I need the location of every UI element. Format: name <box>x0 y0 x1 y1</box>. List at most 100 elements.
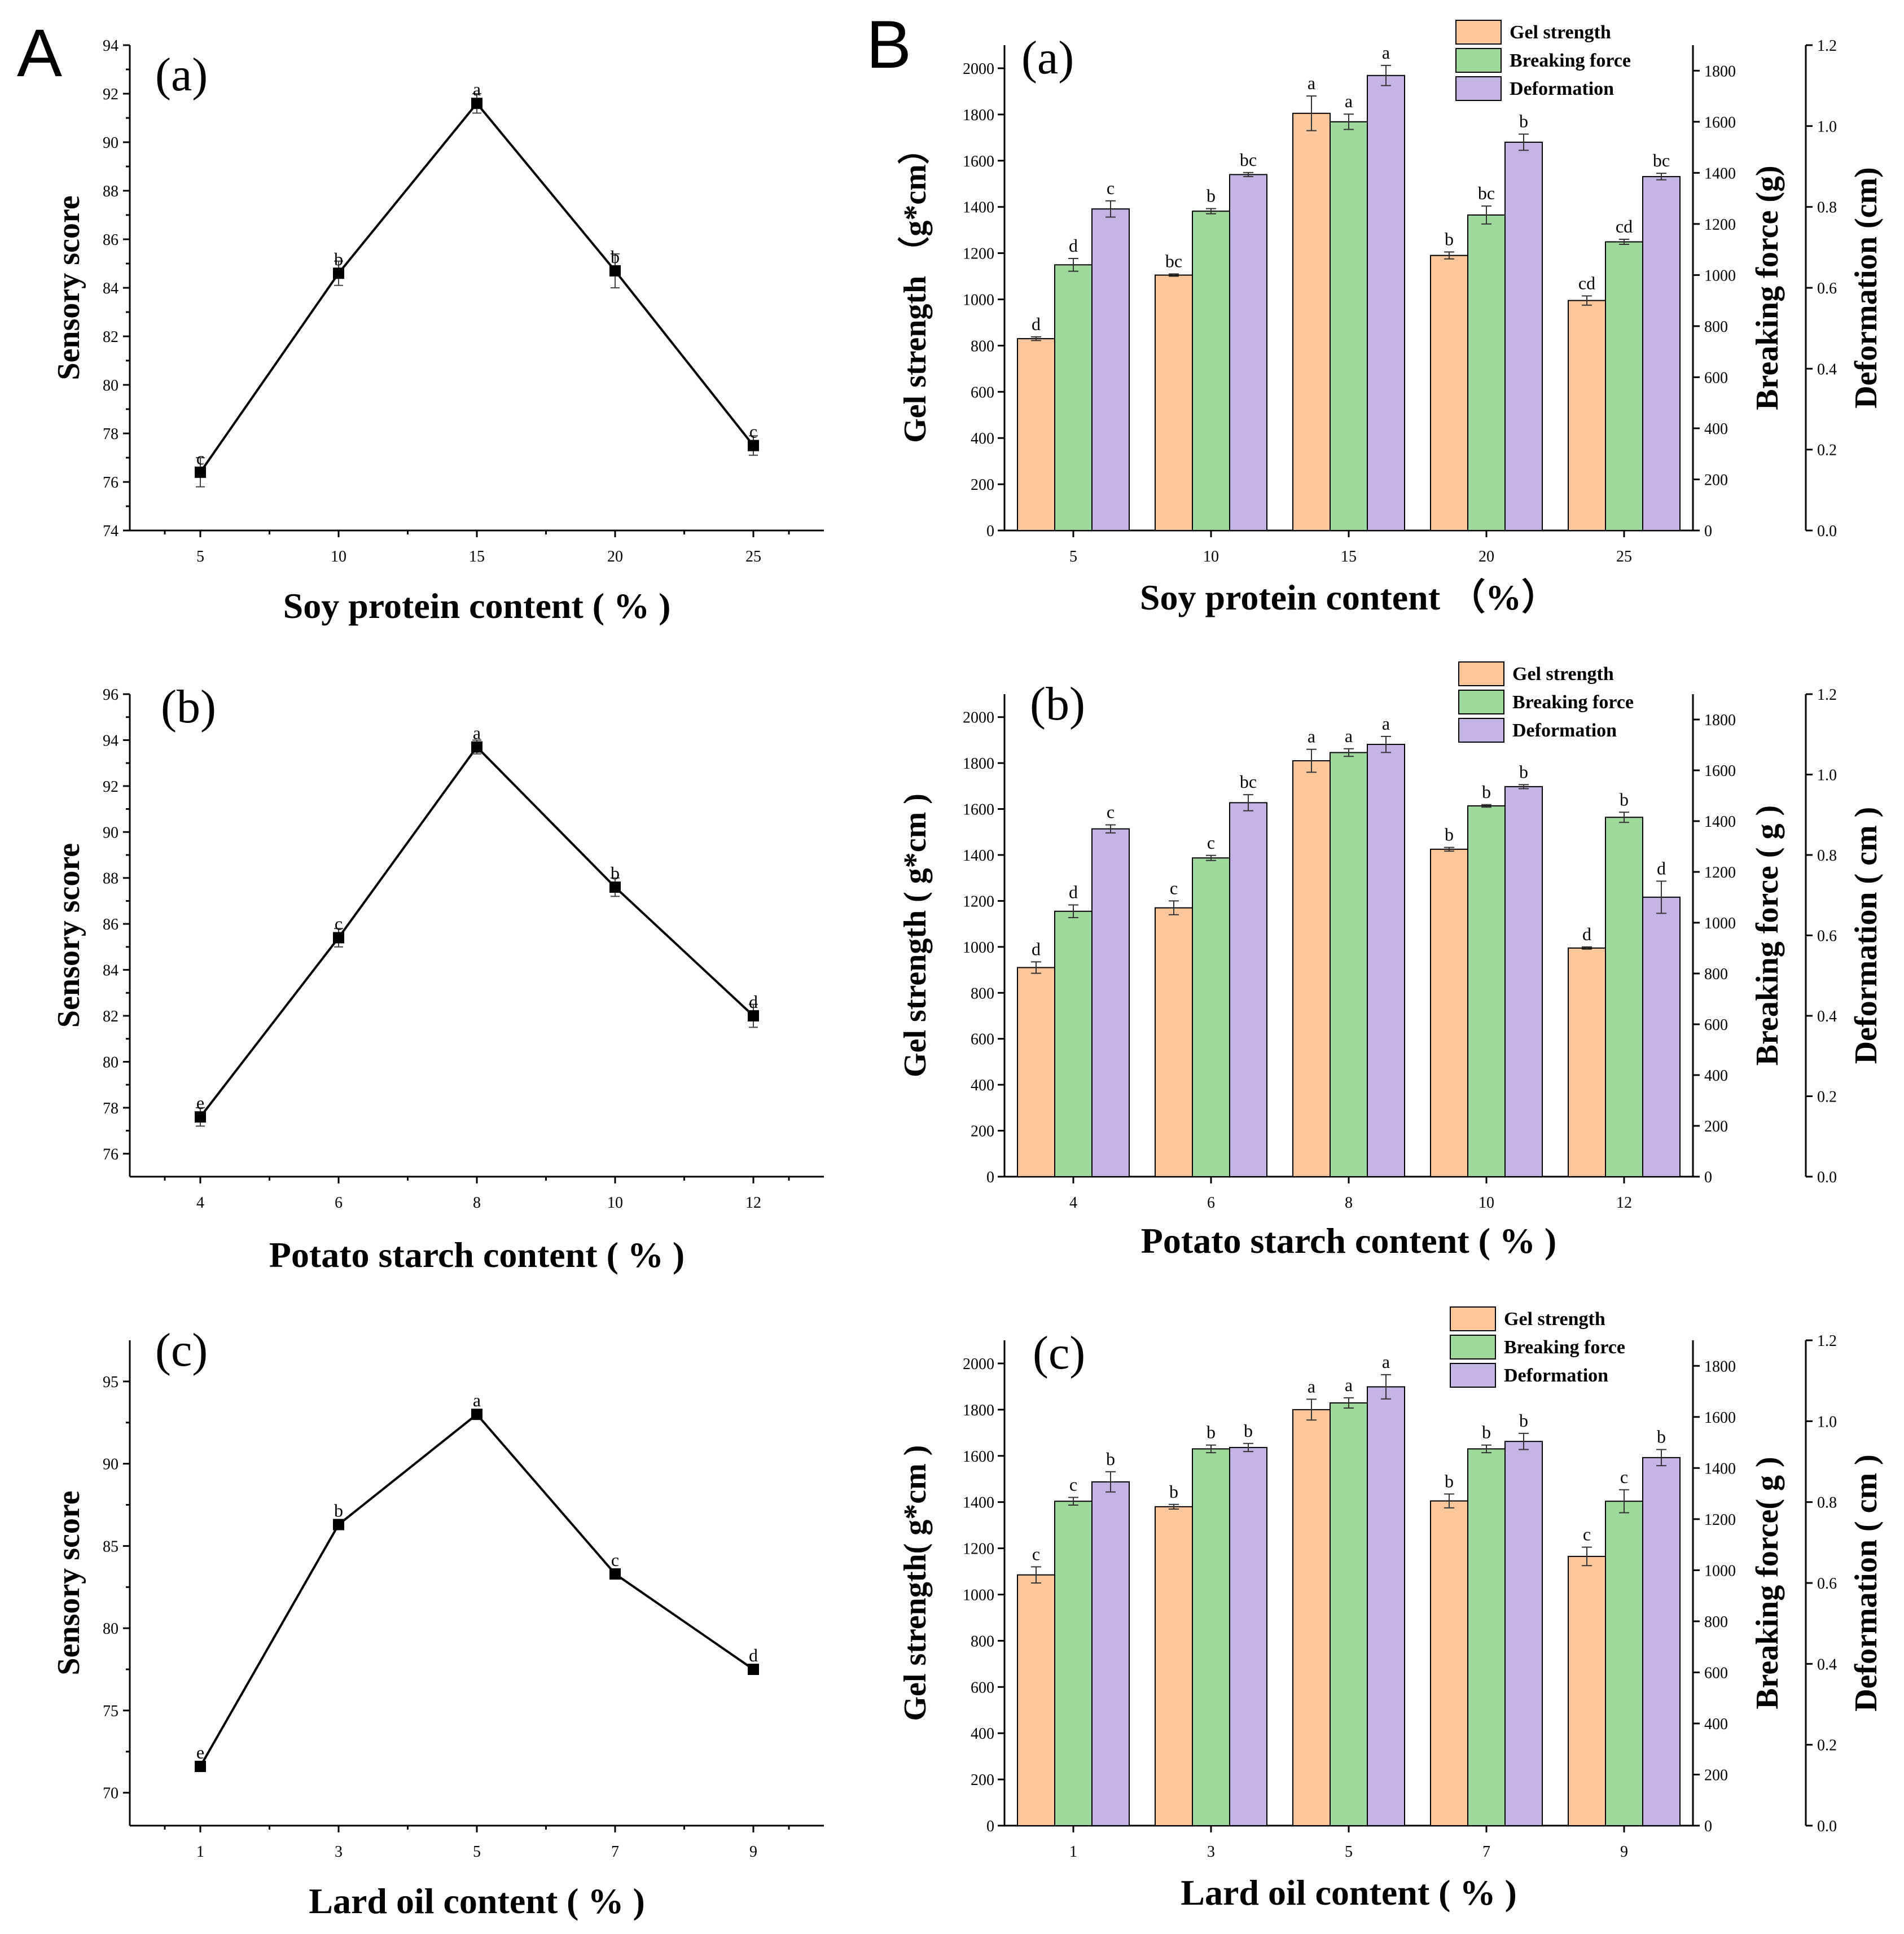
y-tick-label: 95 <box>103 1374 119 1391</box>
y-tick-label: 1000 <box>1704 267 1736 284</box>
y-tick-label: 84 <box>103 280 119 297</box>
y-tick-label: 0 <box>1704 1169 1712 1186</box>
y-tick-label: 1000 <box>963 1586 994 1604</box>
bar-deform <box>1229 1446 1267 1827</box>
y-tick-label: 1800 <box>1704 712 1736 729</box>
y-tick-label: 86 <box>103 231 119 249</box>
bar-deform <box>1229 802 1267 1177</box>
x-tick-label: 20 <box>607 548 623 565</box>
significance-label: c <box>611 1550 619 1570</box>
significance-label: bc <box>1653 150 1670 170</box>
data-point-marker <box>195 466 206 478</box>
data-point-marker <box>748 1664 759 1676</box>
bar-gel <box>1155 1506 1193 1827</box>
significance-label: c <box>1170 878 1178 898</box>
x-tick-label: 10 <box>331 548 346 565</box>
significance-label: b <box>1207 186 1216 206</box>
y-tick-label: 1400 <box>963 1494 994 1512</box>
x-tick-label: 4 <box>196 1194 204 1212</box>
significance-label: a <box>1382 713 1390 734</box>
x-tick-label: 3 <box>335 1843 343 1861</box>
significance-label: a <box>473 723 481 743</box>
y-tick-label: 200 <box>971 476 994 494</box>
y-tick-label: 1200 <box>1704 864 1736 882</box>
bar-deform <box>1504 1441 1543 1827</box>
y-tick-label: 600 <box>1704 1016 1728 1034</box>
x-tick-label: 8 <box>1345 1194 1353 1212</box>
y-tick-label: 1600 <box>963 1448 994 1466</box>
y-tick-label: 1200 <box>963 1541 994 1558</box>
y-tick-label: 1600 <box>963 153 994 170</box>
significance-label: a <box>1382 42 1390 63</box>
significance-label: bc <box>1478 183 1495 203</box>
significance-label: c <box>335 914 343 934</box>
y-tick-label: 1400 <box>1704 165 1736 182</box>
legend-label: Deformation <box>1512 720 1617 741</box>
subpanel-label: (c) <box>1033 1327 1085 1379</box>
texture-chart-B-b: 0 200 400 600 800 1000 1200 1400 1600 1800 2000 0 20… <box>898 661 1884 1261</box>
y-axis-title-break: Breaking force( g ) <box>1750 1457 1785 1709</box>
y-tick-label: 1400 <box>963 847 994 865</box>
y-tick-label: 0.4 <box>1817 1008 1837 1025</box>
bar-gel <box>1292 1409 1331 1827</box>
y-tick-label: 800 <box>971 1633 994 1650</box>
x-tick-label: 5 <box>1069 548 1077 565</box>
bar-gel <box>1292 112 1331 532</box>
x-tick-label: 7 <box>1482 1843 1490 1861</box>
y-axis-title: Sensory score <box>51 843 86 1028</box>
y-tick-label: 90 <box>103 1456 119 1473</box>
y-tick-label: 1800 <box>963 107 994 124</box>
y-axis-title: Sensory score <box>51 195 86 380</box>
x-tick-label: 5 <box>1345 1843 1353 1861</box>
significance-label: d <box>749 1645 758 1665</box>
x-tick-label: 9 <box>1620 1843 1628 1861</box>
subpanel-label: (b) <box>161 681 216 733</box>
significance-label: b <box>1657 1427 1666 1447</box>
sensory-score-line <box>199 1413 754 1768</box>
data-point-marker <box>748 1010 759 1021</box>
x-tick-label: 10 <box>1203 548 1219 565</box>
x-tick-label: 9 <box>749 1843 757 1861</box>
significance-label: c <box>1107 178 1115 198</box>
y-tick-label: 0.2 <box>1817 1089 1837 1106</box>
significance-label: b <box>1445 825 1454 845</box>
y-tick-label: 1800 <box>1704 1358 1736 1375</box>
x-tick-label: 20 <box>1479 548 1494 565</box>
y-tick-label: 0.2 <box>1817 442 1837 459</box>
subpanel-label: (a) <box>155 49 208 101</box>
bar-break <box>1605 1501 1643 1827</box>
y-tick-label: 76 <box>103 1146 119 1163</box>
y-tick-label: 0.8 <box>1817 199 1837 217</box>
bar-break <box>1330 121 1368 531</box>
significance-label: bc <box>1240 771 1257 792</box>
data-point-marker <box>471 1409 482 1420</box>
bar-gel <box>1017 1574 1055 1827</box>
y-tick-label: 1400 <box>1704 1460 1736 1477</box>
significance-label: a <box>1382 1352 1390 1372</box>
y-axis-title-deform: Deformation (cm) <box>1849 167 1884 409</box>
y-tick-label: 78 <box>103 1100 119 1117</box>
y-tick-label: 400 <box>1704 1716 1728 1733</box>
significance-label: a <box>1308 73 1315 93</box>
y-tick-label: 80 <box>103 377 119 394</box>
y-tick-label: 88 <box>103 183 119 200</box>
y-tick-label: 400 <box>971 430 994 448</box>
y-tick-label: 0.4 <box>1817 1656 1837 1673</box>
x-axis-title: Potato starch content ( % ) <box>1141 1221 1556 1261</box>
significance-label: c <box>749 422 757 442</box>
x-tick-label: 15 <box>1341 548 1357 565</box>
significance-label: d <box>1069 235 1078 256</box>
bar-deform <box>1367 1386 1405 1827</box>
legend-label: Deformation <box>1510 78 1614 99</box>
significance-label: a <box>1345 1375 1353 1395</box>
significance-label: b <box>1620 789 1629 809</box>
sensory-score-line <box>199 745 754 1118</box>
panel-letter-b: B <box>866 7 911 82</box>
bar-deform <box>1091 828 1130 1177</box>
significance-label: b <box>611 863 620 883</box>
bar-gel <box>1430 1500 1468 1827</box>
y-axis-title-gel: Gel strength( g*cm ) <box>898 1445 933 1721</box>
significance-label: e <box>196 1742 204 1762</box>
y-tick-label: 92 <box>103 778 119 796</box>
